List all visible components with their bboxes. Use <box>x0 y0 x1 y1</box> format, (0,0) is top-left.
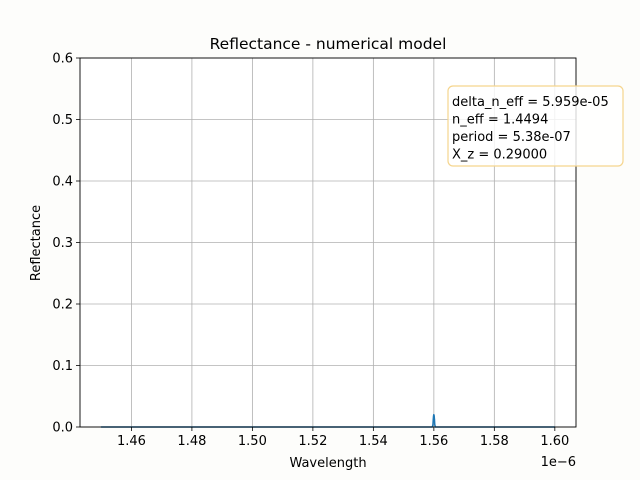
x-tick-label: 1.46 <box>117 434 146 449</box>
x-tick-label: 1.48 <box>177 434 206 449</box>
data-point <box>434 423 436 426</box>
y-tick-label: 0.3 <box>52 236 73 251</box>
annotation-line: delta_n_eff = 5.959e-05 <box>452 95 609 110</box>
annotation-box-frame <box>447 85 624 167</box>
y-tick-label: 0.4 <box>52 175 73 190</box>
x-axis-ticks: 1.46 1.48 1.50 1.52 1.54 1.56 1.58 1.60 <box>117 427 569 449</box>
y-tick-label: 0.1 <box>52 359 73 374</box>
x-tick-label: 1.50 <box>238 434 267 449</box>
chart-title: Reflectance - numerical model <box>210 35 447 53</box>
data-point <box>433 419 436 421</box>
data-point <box>433 414 435 416</box>
x-tick-label: 1.60 <box>540 434 569 449</box>
annotation-line: X_z = 0.29000 <box>452 148 547 163</box>
grid-lines <box>80 57 576 428</box>
annotation-line: period = 5.38e-07 <box>452 130 571 145</box>
y-tick-label: 0.6 <box>52 52 73 67</box>
x-axis-offset-label: 1e−6 <box>541 455 576 470</box>
data-point <box>432 423 434 426</box>
y-tick-label: 0.5 <box>52 113 73 128</box>
y-tick-label: 0.2 <box>52 298 73 313</box>
x-tick-label: 1.52 <box>298 434 327 449</box>
y-tick-label: 0.0 <box>52 421 73 436</box>
data-point <box>432 419 434 421</box>
x-tick-label: 1.58 <box>480 434 509 449</box>
y-axis-ticks: 0.0 0.1 0.2 0.3 0.4 0.5 0.6 <box>52 52 80 436</box>
data-point <box>433 415 435 417</box>
parameter-annotation-box: delta_n_eff = 5.959e-05 n_eff = 1.4494 per… <box>447 85 624 167</box>
x-tick-label: 1.56 <box>419 434 448 449</box>
x-tick-label: 1.54 <box>359 434 388 449</box>
x-axis-label: Wavelength <box>289 456 366 471</box>
y-axis-label: Reflectance <box>29 205 44 281</box>
annotation-line: n_eff = 1.4494 <box>452 113 548 128</box>
